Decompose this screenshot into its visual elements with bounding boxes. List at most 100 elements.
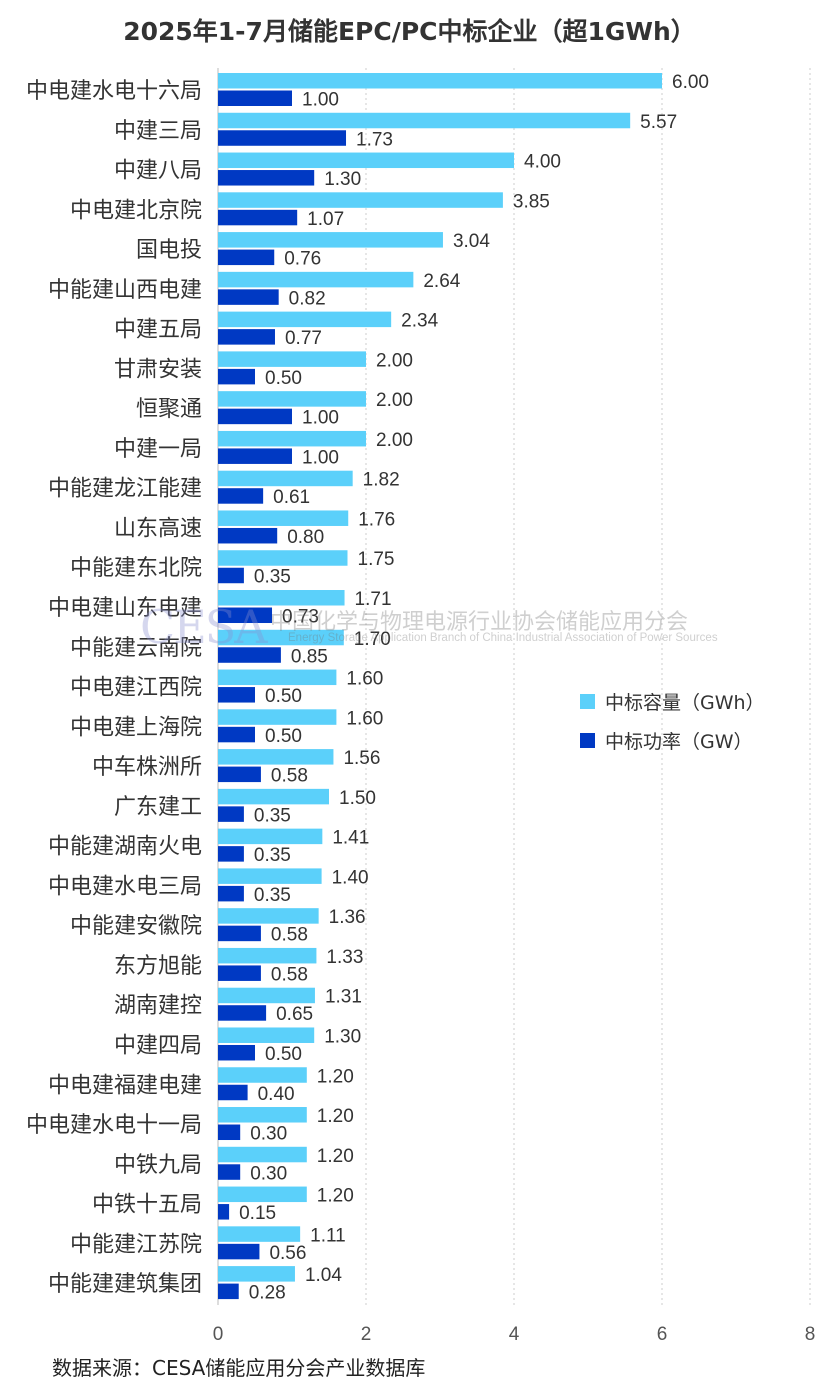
capacity-bar — [218, 669, 337, 686]
power-value-label: 1.00 — [302, 447, 339, 468]
power-bar — [218, 448, 292, 464]
x-tick-label: 2 — [361, 1324, 372, 1345]
legend-item-power: 中标功率（GW） — [580, 727, 753, 754]
power-value-label: 0.80 — [287, 527, 324, 548]
capacity-bar — [218, 470, 353, 487]
capacity-bar — [218, 590, 345, 606]
category-label: 中电建福建电建 — [48, 1073, 202, 1098]
capacity-bar — [218, 1107, 307, 1123]
category-label: 中能建湖南火电 — [48, 835, 202, 860]
category-label: 中电建上海院 — [70, 715, 202, 740]
capacity-value-label: 1.20 — [317, 1066, 354, 1087]
power-value-label: 0.85 — [291, 646, 328, 667]
legend-swatch-power — [580, 733, 595, 748]
category-label: 中电建水电十一局 — [26, 1113, 202, 1138]
category-label: 中建三局 — [114, 119, 202, 144]
capacity-bar — [218, 1146, 307, 1163]
power-bar — [218, 90, 292, 106]
power-value-label: 0.58 — [271, 964, 308, 985]
power-value-label: 0.58 — [271, 925, 308, 946]
capacity-bar — [218, 629, 344, 646]
power-bar — [218, 1204, 230, 1220]
power-value-label: 0.61 — [273, 487, 310, 508]
power-bar — [218, 647, 281, 663]
power-bar — [218, 289, 279, 305]
power-bar — [218, 488, 264, 504]
power-value-label: 0.56 — [269, 1243, 306, 1264]
capacity-bar — [218, 908, 319, 924]
capacity-bar — [218, 1027, 315, 1043]
power-bar — [218, 607, 273, 624]
power-bar — [218, 130, 347, 146]
capacity-value-label: 1.11 — [310, 1225, 346, 1246]
power-bar — [218, 1084, 248, 1101]
capacity-value-label: 1.36 — [329, 907, 366, 928]
power-value-label: 0.65 — [276, 1004, 313, 1025]
power-value-label: 0.35 — [254, 805, 291, 826]
capacity-bar — [218, 1186, 307, 1203]
capacity-bar — [218, 510, 349, 526]
power-value-label: 1.00 — [302, 90, 339, 111]
legend-swatch-capacity — [580, 694, 595, 709]
category-label: 甘肃安装 — [114, 357, 202, 382]
capacity-value-label: 6.00 — [672, 72, 709, 93]
capacity-bar — [218, 749, 334, 765]
category-label: 中电建山东电建 — [48, 596, 202, 621]
power-bar — [218, 766, 261, 783]
x-tick-label: 8 — [805, 1324, 816, 1345]
legend-label-power: 中标功率（GW） — [605, 731, 753, 753]
power-bar — [218, 170, 315, 186]
capacity-value-label: 1.82 — [363, 470, 400, 491]
power-value-label: 0.58 — [271, 766, 308, 787]
capacity-value-label: 4.00 — [524, 152, 561, 173]
power-bar — [218, 527, 278, 544]
capacity-value-label: 3.85 — [513, 191, 550, 212]
capacity-value-label: 1.20 — [317, 1106, 354, 1127]
power-bar — [218, 925, 261, 942]
capacity-value-label: 1.41 — [332, 828, 369, 849]
power-value-label: 0.15 — [239, 1203, 276, 1224]
category-label: 中建一局 — [114, 437, 202, 462]
power-value-label: 1.73 — [356, 129, 393, 150]
power-bar — [218, 726, 255, 743]
power-value-label: 0.73 — [282, 607, 319, 628]
capacity-value-label: 1.30 — [324, 1026, 361, 1047]
category-label: 中能建山西电建 — [48, 278, 202, 303]
power-value-label: 0.77 — [285, 328, 322, 349]
category-label: 中建四局 — [114, 1033, 202, 1058]
category-label: 广东建工 — [114, 795, 202, 820]
power-bar — [218, 806, 244, 822]
power-value-label: 0.35 — [254, 567, 291, 588]
category-label: 中能建江苏院 — [70, 1232, 202, 1257]
power-value-label: 0.35 — [254, 885, 291, 906]
power-bar — [218, 1044, 255, 1061]
capacity-value-label: 1.40 — [332, 867, 369, 888]
capacity-bar — [218, 351, 366, 367]
power-value-label: 0.50 — [265, 726, 302, 747]
category-label: 中电建水电三局 — [48, 874, 202, 899]
category-label: 中电建水电十六局 — [26, 79, 202, 104]
capacity-bar — [218, 1226, 301, 1242]
capacity-bar — [218, 1067, 307, 1083]
category-label: 湖南建控 — [114, 994, 202, 1019]
capacity-bar — [218, 868, 322, 884]
category-label: 东方旭能 — [114, 954, 202, 979]
capacity-value-label: 1.76 — [358, 509, 395, 530]
source-note: 数据来源：CESA储能应用分会产业数据库 — [52, 1356, 426, 1380]
power-bar — [218, 885, 244, 902]
x-tick-label: 0 — [213, 1324, 224, 1345]
capacity-value-label: 2.34 — [401, 311, 438, 332]
capacity-value-label: 2.00 — [376, 430, 413, 451]
capacity-bar — [218, 788, 329, 805]
power-bar — [218, 1164, 241, 1180]
capacity-value-label: 3.04 — [453, 231, 490, 252]
capacity-value-label: 1.71 — [355, 589, 392, 610]
power-bar — [218, 329, 275, 345]
capacity-value-label: 1.60 — [346, 669, 383, 690]
capacity-bar — [218, 152, 514, 169]
category-label: 中铁九局 — [114, 1153, 202, 1178]
category-label: 中建五局 — [114, 318, 202, 343]
capacity-value-label: 1.04 — [305, 1265, 342, 1286]
power-bar — [218, 368, 255, 385]
